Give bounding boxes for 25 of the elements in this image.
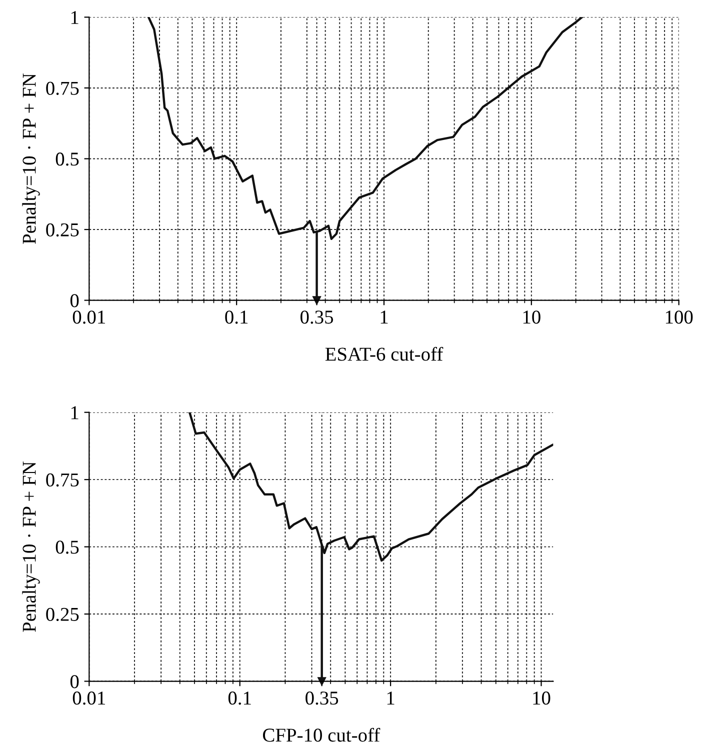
y-tick-label: 0.75 [46,82,79,95]
x-tick-label: 0.1 [225,310,248,324]
y-tick-label: 1 [71,406,78,420]
y-tick-label: 1 [71,11,78,24]
x-axis-title: ESAT-6 cut-off [325,346,444,361]
x-tick-label: 10 [523,310,540,324]
y-axis-title: Penalty=10 · FP + FN [22,73,40,244]
y-axis-title: Penalty=10 · FP + FN [22,462,40,632]
y-tick-label: 0.5 [56,540,79,554]
y-tick-label: 0 [70,675,79,688]
y-tick-label: 0.25 [46,223,79,237]
y-tick-label: 0 [70,294,79,308]
x-tick-label: 0.01 [72,310,105,324]
x-tick-label: 1 [380,310,388,324]
x-axis-title: CFP-10 cut-off [262,728,380,742]
x-tick-label: 10 [533,692,550,705]
x-tick-label: 100 [666,310,693,324]
y-tick-label: 0.25 [46,608,79,622]
y-tick-label: 0.5 [56,152,79,166]
x-tick-label: 0.01 [72,692,105,705]
y-tick-label: 0.75 [46,473,79,487]
x-tick-label: 0.1 [228,692,251,705]
x-tick-label: 0.35 [306,692,338,705]
x-tick-label: 1 [387,692,394,704]
x-tick-label: 0.35 [300,310,334,324]
